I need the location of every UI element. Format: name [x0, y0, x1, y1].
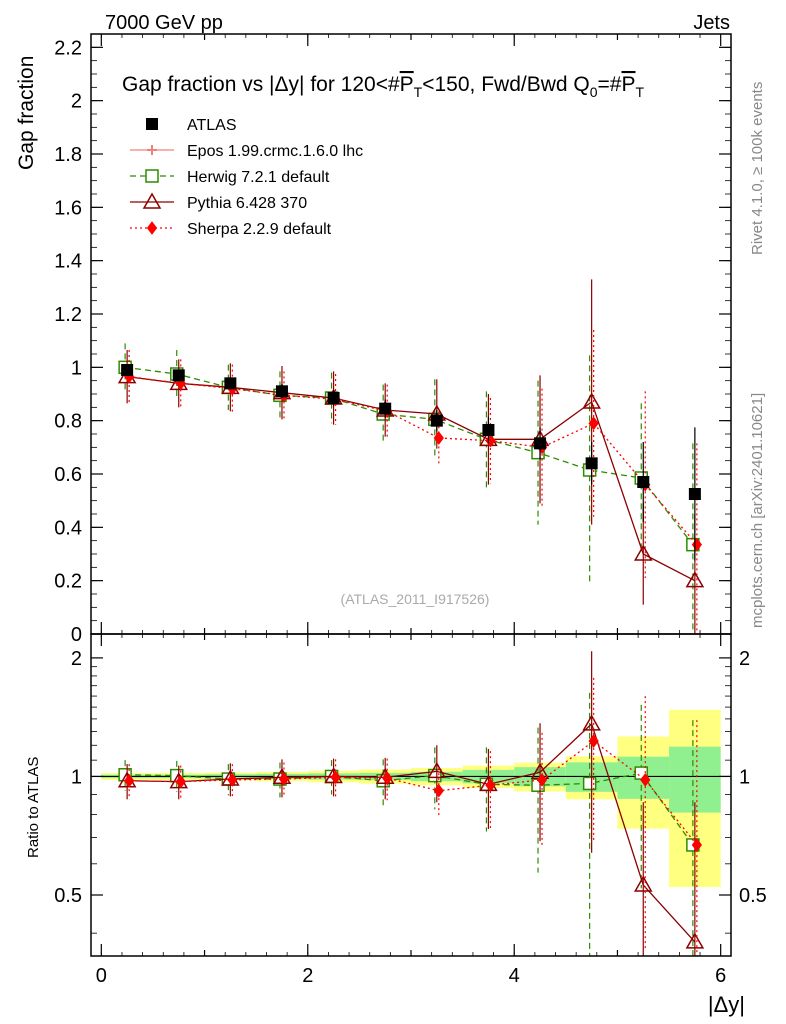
- legend-atlas-marker: [146, 118, 158, 130]
- y-tick-label: 2.2: [54, 37, 82, 59]
- legend-herwig-marker: [145, 169, 159, 183]
- sherpa-ratio-point: [175, 774, 186, 789]
- herwig-line: [125, 366, 694, 546]
- x-tick-label: 6: [715, 965, 726, 987]
- sherpa-ratio-point: [691, 838, 702, 852]
- atlas-point: [534, 437, 547, 450]
- rivet-label: Rivet 4.1.0, ≥ 100k events: [749, 82, 766, 255]
- sherpa-ratio-point: [485, 778, 496, 793]
- mcplots-label: mcplots.cern.ch [arXiv:2401.10621]: [749, 393, 766, 628]
- legend-atlas-label: ATLAS: [187, 117, 237, 134]
- y-tick-label: 0.4: [54, 517, 82, 539]
- ratio-tick-label-right: 2: [739, 648, 750, 670]
- pythia-ratio-point: [685, 932, 705, 949]
- atlas-point: [172, 369, 185, 382]
- legend-epos-marker: [147, 145, 157, 155]
- sherpa-ratio-point: [536, 773, 548, 787]
- sherpa-ratio-point: [124, 773, 135, 788]
- pythia-point: [582, 392, 601, 409]
- atlas-point: [327, 392, 340, 404]
- ratio-axis-label: Ratio to ATLAS: [25, 757, 42, 858]
- chart-title: Gap fraction vs |Δy| for 120<#PT<150, Fw…: [122, 73, 645, 100]
- analysis-reference: (ATLAS_2011_I917526): [341, 591, 490, 607]
- sherpa-point: [433, 431, 444, 445]
- atlas-point: [121, 364, 134, 376]
- y-tick-label: 0.6: [54, 464, 82, 486]
- sherpa-ratio-point: [227, 773, 238, 787]
- legend-sherpa-marker: [146, 221, 158, 235]
- pythia-line: [127, 376, 696, 582]
- atlas-point: [482, 424, 495, 436]
- y-axis-label: Gap fraction: [15, 56, 38, 170]
- legend-herwig-label: Herwig 7.2.1 default: [187, 169, 330, 186]
- ratio-tick-label-left: 1: [71, 766, 82, 788]
- atlas-point: [688, 488, 701, 500]
- y-tick-label: 0.8: [54, 411, 82, 433]
- pythia-ratio-point: [582, 714, 601, 731]
- sherpa-ratio-point: [278, 772, 290, 786]
- sherpa-ratio-point: [330, 770, 341, 785]
- herwig-ratio-line: [125, 772, 694, 846]
- sherpa-ratio-line: [129, 740, 698, 846]
- ratio-tick-label-right: 1: [739, 766, 750, 788]
- atlas-point: [224, 377, 237, 390]
- atlas-band-inner: [669, 746, 721, 813]
- sherpa-point: [588, 416, 599, 431]
- pythia-point: [633, 544, 653, 561]
- y-tick-label: 1.4: [54, 251, 82, 273]
- legend-pythia-label: Pythia 6.428 370: [187, 195, 307, 212]
- atlas-point: [275, 385, 288, 398]
- x-tick-label: 0: [96, 965, 107, 987]
- pythia-point: [685, 571, 705, 588]
- herwig-ratio-point: [582, 776, 597, 791]
- x-tick-label: 2: [302, 965, 313, 987]
- legend-sherpa-label: Sherpa 2.2.9 default: [187, 221, 332, 238]
- atlas-point: [379, 402, 392, 415]
- header-process: Jets: [693, 12, 730, 34]
- ratio-tick-label-left: 0.5: [54, 885, 82, 907]
- sherpa-ratio-point: [382, 771, 393, 786]
- ratio-tick-label-right: 0.5: [739, 885, 767, 907]
- sherpa-ratio-point: [433, 783, 444, 798]
- sherpa-point: [485, 433, 496, 448]
- legend-epos-label: Epos 1.99.crmc.1.6.0 lhc: [187, 143, 363, 160]
- ratio-tick-label-left: 2: [71, 648, 82, 670]
- sherpa-ratio-point: [640, 773, 651, 787]
- atlas-point: [637, 476, 650, 488]
- pythia-ratio-point: [633, 875, 653, 892]
- atlas-point: [585, 457, 598, 470]
- sherpa-line: [129, 376, 698, 546]
- pythia-ratio-point: [427, 761, 447, 779]
- y-tick-label: 1.6: [54, 197, 82, 219]
- y-tick-label: 1: [71, 357, 82, 379]
- header-energy: 7000 GeV pp: [105, 12, 223, 34]
- x-axis-label: |Δy|: [708, 992, 745, 1017]
- pythia-ratio-line: [127, 722, 696, 943]
- y-tick-label: 1.2: [54, 304, 82, 326]
- y-tick-label: 0.2: [54, 571, 82, 593]
- legend-pythia-marker: [142, 192, 162, 209]
- atlas-point: [430, 414, 443, 427]
- y-tick-label: 0: [71, 624, 82, 646]
- x-tick-label: 4: [509, 965, 520, 987]
- y-tick-label: 1.8: [54, 144, 82, 166]
- sherpa-ratio-point: [588, 734, 599, 748]
- y-tick-label: 2: [71, 91, 82, 113]
